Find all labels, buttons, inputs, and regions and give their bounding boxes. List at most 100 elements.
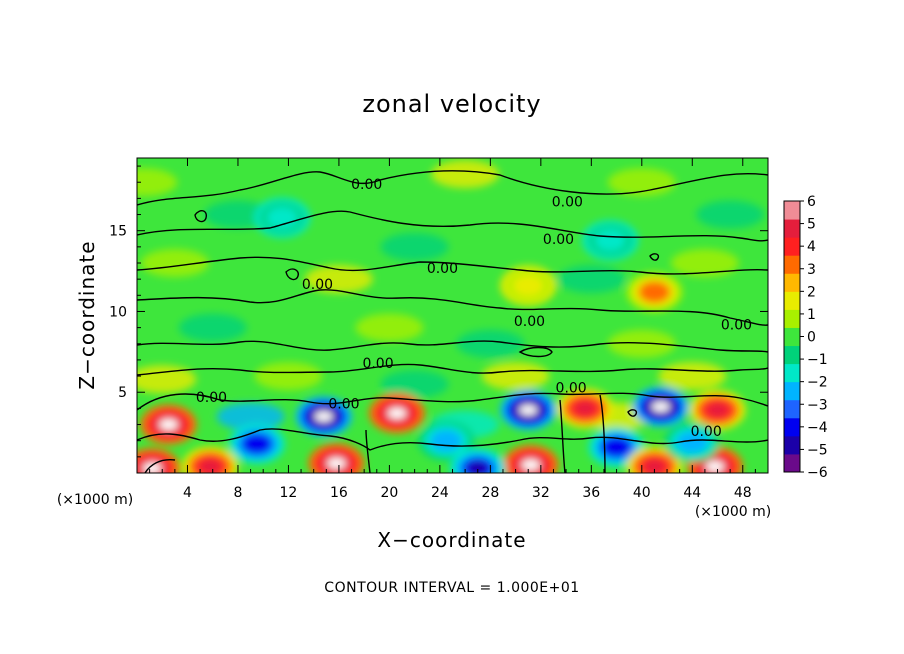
colorbar-tick-label: 1 — [807, 307, 816, 323]
y-axis-title: Z−coordinate — [75, 240, 99, 389]
x-tick-label: 40 — [633, 485, 651, 501]
x-tick-label: 12 — [280, 485, 298, 501]
colorbar-segment — [784, 273, 800, 292]
colorbar-tick-label: −2 — [807, 375, 828, 391]
zero-contour-line — [144, 394, 606, 473]
chart-title: zonal velocity — [362, 90, 541, 118]
cell-ring — [638, 281, 671, 304]
zero-contour-line — [518, 346, 553, 358]
colorbar-segment — [784, 291, 800, 310]
field-patch — [380, 370, 449, 399]
contour-label: 0.00 — [556, 380, 587, 396]
field-patch — [431, 160, 500, 189]
cell-ring — [430, 429, 463, 452]
colorbar-segment — [784, 327, 800, 347]
cell-core — [314, 411, 333, 422]
zero-contour-line — [649, 253, 660, 261]
cell-ring — [467, 461, 488, 473]
colorbar: 6 5 4 3 2 1 0 −1 −2 −3 −4 −5 −6 — [783, 194, 828, 481]
contour-label: 0.00 — [552, 195, 583, 211]
colorbar-tick-label: 0 — [807, 330, 816, 346]
x-axis-title: X−coordinate — [377, 528, 526, 552]
field-patch — [254, 362, 323, 391]
negative-velocity-cell — [664, 422, 721, 463]
x-tick-label: 36 — [582, 485, 600, 501]
colorbar-segment — [784, 435, 800, 455]
positive-velocity-cell — [368, 393, 425, 434]
colorbar-tick-label: 3 — [807, 262, 816, 278]
contour-label: 0.00 — [721, 317, 752, 333]
zero-contour-line — [137, 428, 768, 451]
cell-ring — [266, 206, 299, 229]
field-patch — [670, 249, 739, 277]
negative-velocity-cell — [418, 420, 475, 461]
colorbar-segment — [784, 381, 800, 401]
colorbar-tick-label: 5 — [807, 217, 816, 233]
contour-label: 0.00 — [691, 424, 722, 440]
field-patch — [355, 313, 424, 342]
x-unit-right: (×1000 m) — [695, 504, 771, 520]
negative-velocity-cell — [582, 220, 639, 261]
zero-contour-line — [137, 289, 768, 326]
positive-velocity-cell — [502, 444, 559, 473]
field-patch — [481, 362, 550, 391]
x-axis: 4 8 12 16 20 24 28 32 36 40 44 48 — [149, 158, 756, 501]
contour-label: 0.00 — [362, 356, 393, 372]
positive-velocity-cell — [140, 404, 197, 445]
contour-label: 0.00 — [302, 277, 333, 293]
colorbar-segment — [784, 255, 800, 274]
cell-core — [159, 419, 178, 430]
zero-contour-line — [137, 363, 768, 376]
x-tick-label: 16 — [330, 485, 348, 501]
positive-velocity-cell — [626, 446, 683, 473]
colorbar-tick-label: −4 — [807, 420, 828, 436]
colorbar-tick-label: 4 — [807, 239, 816, 255]
contour-interval-note: CONTOUR INTERVAL = 1.000E+01 — [324, 580, 579, 596]
zero-contour-line — [137, 170, 768, 206]
cell-ring — [600, 436, 633, 459]
colorbar-tick-label: −5 — [807, 442, 828, 458]
colorbar-tick-label: 6 — [807, 194, 816, 210]
zero-contour-line — [137, 256, 768, 275]
x-tick-label: 8 — [233, 485, 242, 501]
contour-label: 0.00 — [328, 397, 359, 413]
field-patch — [216, 402, 285, 431]
cell-ring — [240, 432, 273, 455]
cell-core — [327, 458, 346, 469]
colorbar-tick-label: −3 — [807, 397, 828, 413]
field-patch — [178, 313, 247, 342]
field-patch — [140, 249, 209, 277]
colorbar-tick-label: −6 — [807, 465, 828, 481]
plot-area: 0.00 0.00 0.00 0.00 0.00 0.00 0.00 0.00 0.00 0.00… — [136, 157, 769, 474]
colorbar-segment — [784, 345, 800, 365]
contour-label: 0.00 — [427, 261, 458, 277]
cell-ring — [676, 431, 709, 454]
y-tick-label: 15 — [109, 224, 127, 240]
positive-velocity-cell — [137, 448, 181, 473]
colorbar-segment — [784, 399, 800, 419]
x-tick-label: 32 — [532, 485, 550, 501]
cell-ring — [200, 460, 221, 473]
x-tick-label: 4 — [183, 485, 192, 501]
zero-contour-line — [137, 210, 768, 242]
positive-velocity-cell — [626, 272, 683, 313]
field-patch — [137, 168, 178, 197]
cell-ring — [644, 460, 665, 473]
zero-contours — [137, 170, 768, 473]
colorbar-segment — [784, 219, 800, 238]
cell-core — [387, 408, 406, 419]
zero-contour-line — [194, 210, 208, 223]
contour-labels: 0.00 0.00 0.00 0.00 0.00 0.00 0.00 0.00 0.00 0.00… — [196, 177, 752, 440]
field-patch — [607, 168, 676, 197]
field-patch — [658, 362, 727, 391]
colorbar-segment — [784, 453, 800, 473]
colorbar-segment — [784, 309, 800, 328]
x-unit-left: (×1000 m) — [57, 492, 133, 508]
field-patch — [696, 200, 765, 229]
positive-velocity-cell — [182, 446, 239, 473]
x-tick-label: 48 — [734, 485, 752, 501]
y-tick-label: 5 — [118, 385, 127, 401]
cell-core — [143, 463, 162, 473]
negative-velocity-cell — [228, 423, 285, 464]
